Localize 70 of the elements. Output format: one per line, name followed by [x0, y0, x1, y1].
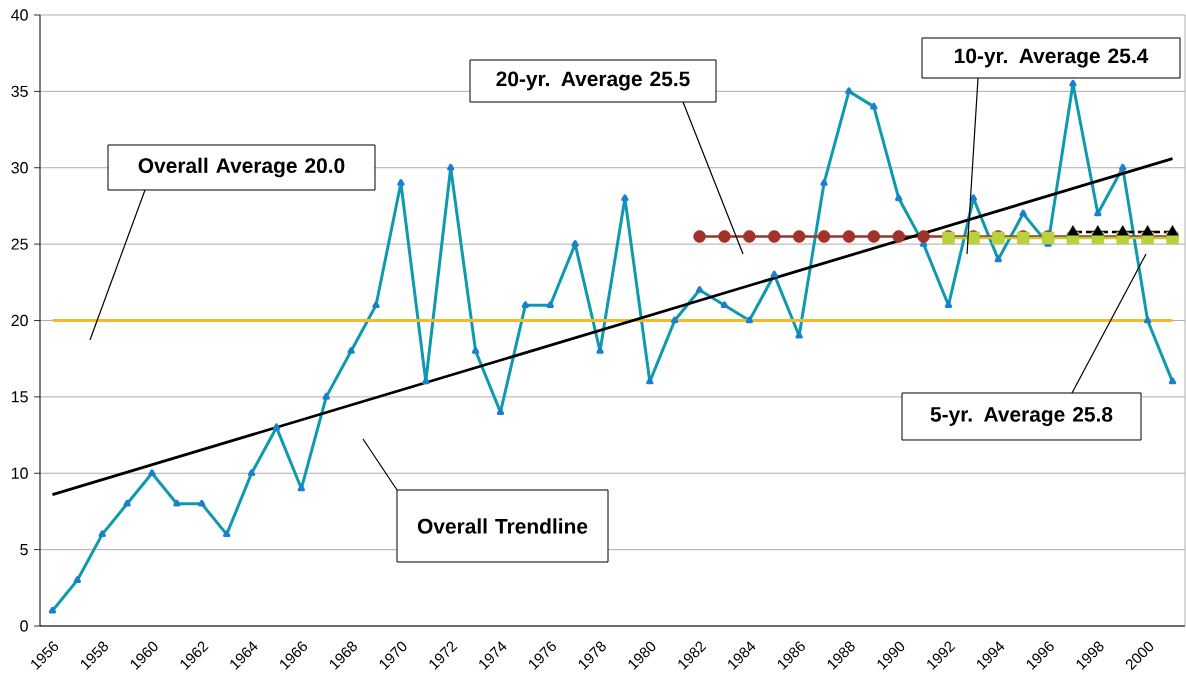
point: [1067, 225, 1079, 236]
point: [173, 499, 181, 507]
y-tick-label: 35: [11, 85, 28, 98]
annotation: Overall Average 20.0: [138, 157, 345, 178]
point: [546, 301, 554, 308]
point: [1141, 225, 1154, 236]
y-tick-label: 30: [11, 162, 28, 174]
point: [1166, 225, 1179, 236]
annotation: 5-yr. Average 25.8: [930, 406, 1113, 427]
point: [994, 255, 1002, 263]
point: [73, 576, 81, 583]
y-tick-label: 0: [20, 620, 28, 632]
y-tick-label: 5: [20, 544, 28, 556]
point: [944, 301, 953, 308]
point: [1094, 209, 1102, 217]
point: [422, 377, 430, 385]
point: [596, 347, 604, 354]
point: [792, 230, 806, 243]
y-tick-label: 15: [11, 391, 28, 403]
y-tick-label: 25: [11, 238, 28, 250]
point: [795, 331, 803, 339]
point: [98, 530, 106, 538]
point: [842, 230, 856, 243]
point: [1019, 209, 1027, 217]
point: [471, 347, 480, 354]
point: [198, 499, 206, 507]
y-tick-label: 40: [11, 9, 28, 21]
point: [372, 301, 380, 308]
annotation: 20-yr. Average 25.5: [496, 71, 690, 91]
point: [148, 469, 156, 476]
point: [571, 240, 579, 247]
point: [845, 87, 853, 95]
point: [768, 230, 781, 243]
point: [123, 499, 131, 507]
point: [917, 230, 930, 243]
point: [1119, 163, 1127, 171]
point: [1069, 79, 1077, 87]
point: [817, 230, 831, 243]
point: [297, 484, 306, 492]
point: [397, 179, 405, 186]
point: [347, 347, 355, 354]
point: [743, 230, 756, 243]
point: [496, 408, 505, 415]
point: [223, 530, 231, 538]
point: [1091, 225, 1104, 236]
point: [646, 377, 654, 385]
point: [272, 423, 281, 431]
y-tick-label: 10: [11, 467, 28, 479]
point: [521, 301, 530, 308]
point: [447, 163, 455, 171]
point: [895, 194, 903, 202]
point: [867, 230, 881, 243]
annotation: 10-yr. Average 25.4: [955, 48, 1149, 68]
point: [693, 230, 706, 243]
point: [870, 102, 878, 110]
point: [48, 606, 57, 614]
point: [1116, 225, 1129, 236]
point: [720, 301, 729, 308]
point: [892, 230, 905, 243]
point: [770, 270, 778, 278]
annotation: Overall Trendline: [417, 518, 588, 534]
point: [247, 469, 256, 476]
point: [820, 179, 828, 186]
point: [969, 194, 978, 202]
y-tick-label: 20: [11, 314, 28, 327]
point: [718, 230, 731, 243]
point: [322, 392, 330, 400]
point: [695, 285, 704, 293]
point: [1168, 377, 1177, 385]
point: [621, 194, 629, 202]
